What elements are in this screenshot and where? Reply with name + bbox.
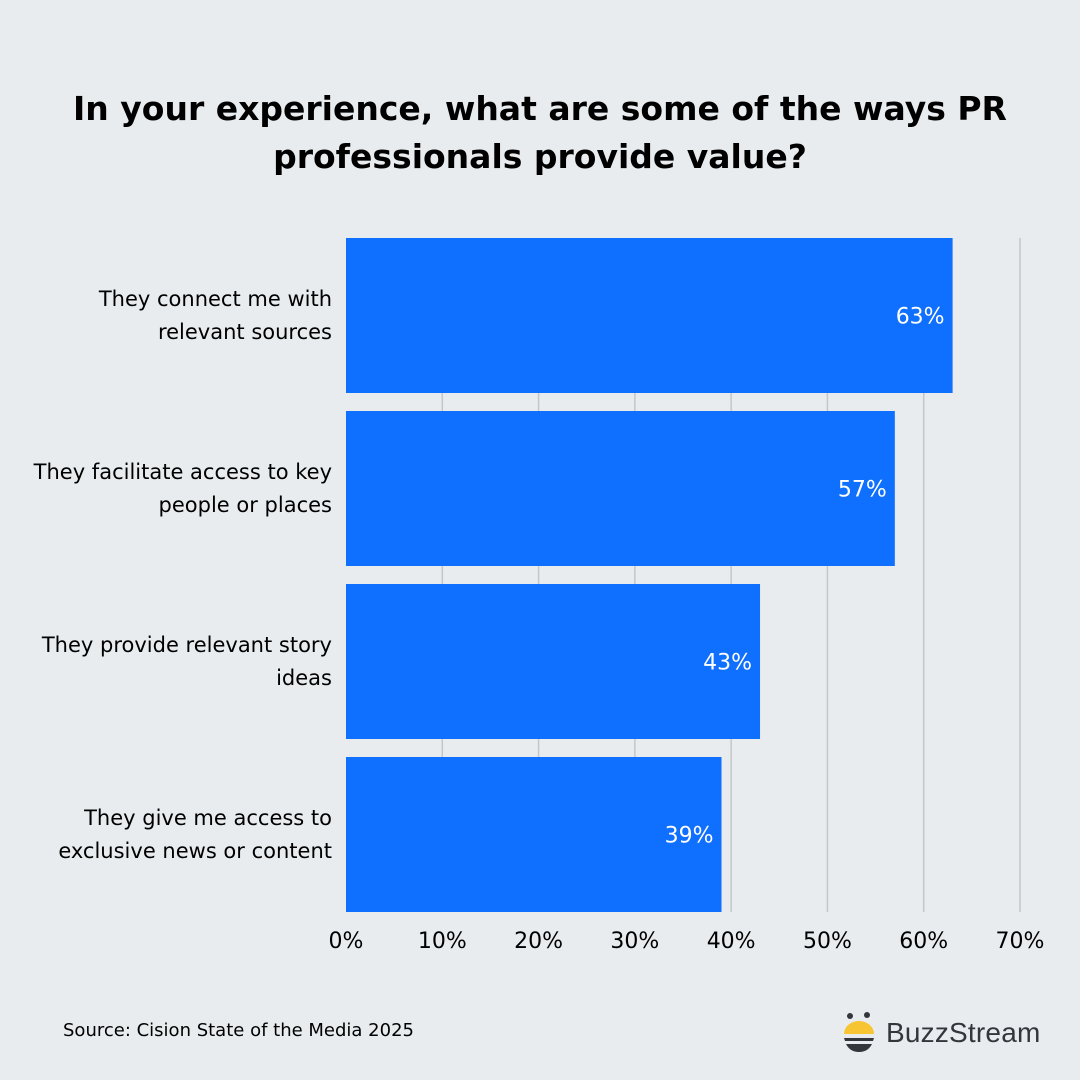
x-tick-label: 0% <box>329 929 364 954</box>
bar <box>346 238 953 393</box>
x-tick-label: 20% <box>514 929 563 954</box>
x-tick-label: 50% <box>803 929 852 954</box>
category-label: They provide relevant story ideas <box>41 632 332 690</box>
data-label: 57% <box>838 478 887 503</box>
category-label: They facilitate access to key people or … <box>33 459 332 517</box>
x-tick-label: 70% <box>996 929 1045 954</box>
bar <box>346 411 895 566</box>
category-label: They give me access to exclusive news or… <box>58 805 332 863</box>
x-tick-label: 40% <box>707 929 756 954</box>
chart-title: In your experience, what are some of the… <box>73 89 1007 176</box>
bar <box>346 757 722 912</box>
category-label: They connect me with relevant sources <box>98 286 332 344</box>
buzzstream-logo: BuzzStream <box>842 1012 1041 1054</box>
data-label: 63% <box>896 305 945 330</box>
data-label: 39% <box>665 824 714 849</box>
bar-chart: 0% 10% 20% 30% 40% 50% 60% 70% 63% 57% 43% 39% <box>329 238 1045 954</box>
source-note: Source: Cision State of the Media 2025 <box>63 1020 414 1041</box>
bee-icon <box>844 1012 874 1052</box>
x-tick-label: 30% <box>610 929 659 954</box>
data-label: 43% <box>703 651 752 676</box>
x-tick-label: 60% <box>899 929 948 954</box>
bar <box>346 584 761 739</box>
logo-text: BuzzStream <box>886 1017 1041 1048</box>
x-tick-label: 10% <box>418 929 467 954</box>
